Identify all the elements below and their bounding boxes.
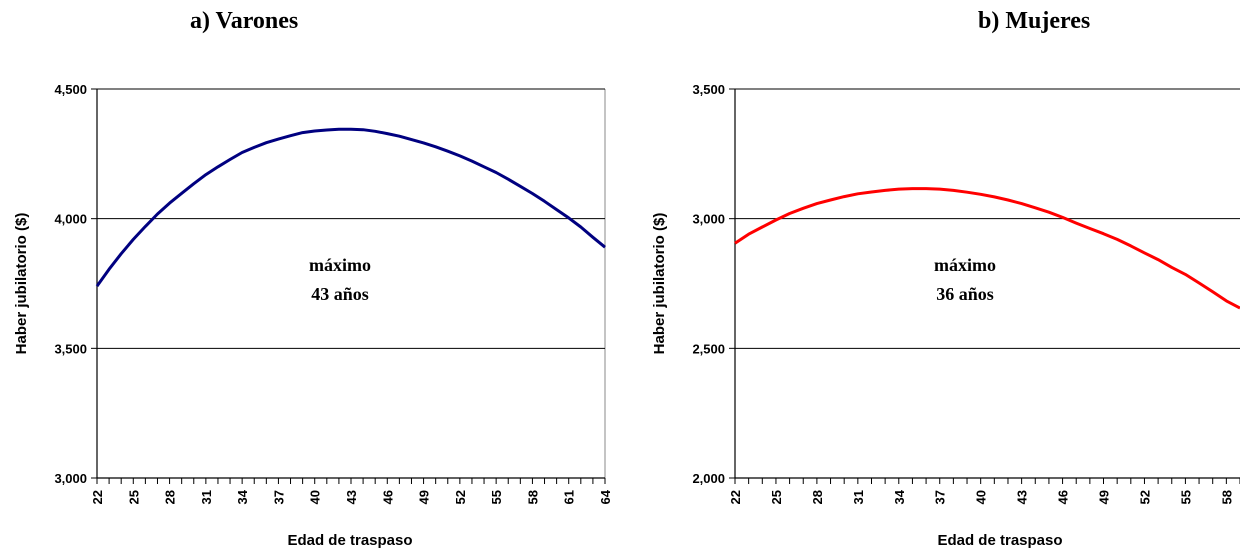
chart-title: b) Mujeres (978, 8, 1091, 34)
y-tick-label: 3,000 (54, 471, 87, 486)
x-tick-label: 64 (598, 489, 613, 504)
x-tick-label: 49 (417, 490, 432, 504)
x-tick-label: 40 (974, 490, 989, 504)
annotation-text: máximo (309, 255, 371, 275)
x-tick-label: 52 (453, 490, 468, 504)
chart-title: a) Varones (190, 8, 299, 34)
x-tick-label: 22 (90, 490, 105, 504)
x-tick-label: 25 (126, 490, 141, 504)
y-tick-label: 3,000 (692, 212, 725, 227)
series-line (734, 187, 1240, 310)
x-tick-label: 43 (344, 490, 359, 504)
x-tick-label: 46 (1056, 490, 1071, 504)
x-tick-label: 31 (851, 490, 866, 504)
annotation-text: 36 años (936, 284, 994, 304)
x-tick-label: 34 (892, 489, 907, 504)
x-tick-label: 43 (1015, 490, 1030, 504)
x-tick-label: 28 (163, 490, 178, 504)
x-tick-label: 22 (728, 490, 743, 504)
y-tick-label: 2,500 (692, 341, 725, 356)
x-tick-label: 61 (562, 490, 577, 504)
x-tick-label: 25 (769, 490, 784, 504)
x-tick-label: 40 (308, 490, 323, 504)
x-tick-label: 58 (525, 490, 540, 504)
y-axis-title: Haber jubilatorio ($) (651, 213, 668, 355)
x-tick-label: 49 (1097, 490, 1112, 504)
y-tick-label: 3,500 (54, 341, 87, 356)
chart-mujeres: b) Mujeres 2,000 2,500 3,000 3,500 22 25 28 31 3… (620, 0, 1240, 552)
line-chart-varones: 3,000 3,500 4,000 4,500 22 25 28 31 34 37 40 43 46 49… (13, 82, 613, 549)
x-tick-label: 46 (380, 490, 395, 504)
x-tick-label: 55 (1178, 490, 1193, 504)
y-tick-label: 3,500 (692, 82, 725, 97)
y-tick-label: 4,500 (54, 82, 87, 97)
y-axis-title: Haber jubilatorio ($) (13, 213, 30, 355)
x-tick-label: 58 (1219, 490, 1234, 504)
x-tick-label: 55 (489, 490, 504, 504)
chart-varones: a) Varones 3,000 3,500 4,000 4,500 22 25 28 31 3… (13, 8, 613, 549)
y-tick-label: 4,000 (54, 212, 87, 227)
annotation-text: máximo (934, 255, 996, 275)
annotation-text: 43 años (311, 284, 369, 304)
x-axis-title: Edad de traspaso (937, 532, 1062, 549)
x-tick-label: 37 (271, 490, 286, 504)
x-tick-label: 37 (933, 490, 948, 504)
series-line (95, 127, 606, 287)
x-tick-label: 52 (1137, 490, 1152, 504)
y-tick-label: 2,000 (692, 471, 725, 486)
line-chart-mujeres: 2,000 2,500 3,000 3,500 22 25 28 31 34 37 40 43 46 49… (651, 82, 1240, 549)
x-tick-label: 34 (235, 489, 250, 504)
x-axis-title: Edad de traspaso (287, 532, 412, 549)
x-tick-label: 31 (199, 490, 214, 504)
x-tick-label: 28 (810, 490, 825, 504)
